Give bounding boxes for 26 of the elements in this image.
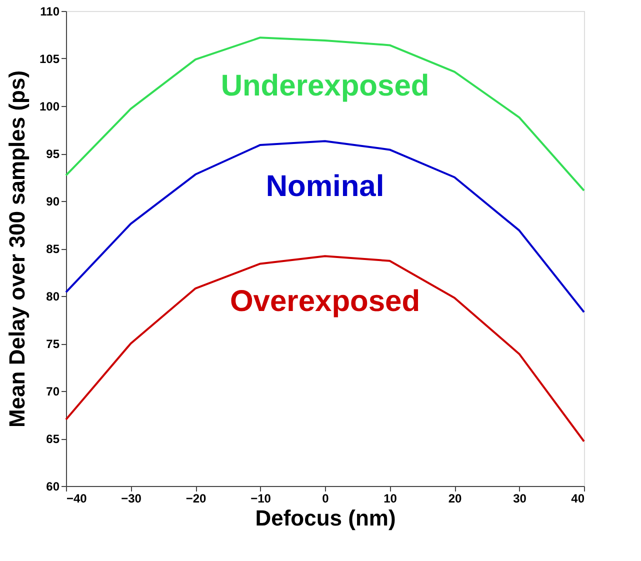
x-tick-label: 30 [513, 492, 527, 506]
line-series [65, 255, 585, 442]
x-tick-label: 20 [448, 492, 462, 506]
y-tick-label: 75 [46, 337, 60, 351]
y-tick-label: 105 [39, 52, 60, 66]
y-tick-label: 100 [39, 100, 60, 114]
series-label: Nominal [266, 170, 384, 204]
y-tick-label: 110 [40, 4, 60, 18]
y-tick-label: 85 [46, 242, 60, 256]
y-tick-label: 90 [46, 194, 60, 208]
x-tick-label: 0 [322, 492, 330, 506]
x-tick-label: −20 [186, 492, 206, 506]
y-tick-label: 65 [46, 432, 60, 446]
x-axis-title: Defocus (nm) [255, 506, 396, 530]
y-tick-label: 80 [46, 290, 60, 304]
y-tick-label: 70 [46, 384, 60, 398]
y-tick-label: 60 [46, 480, 60, 494]
y-tick-label: 95 [46, 147, 60, 161]
x-tick-label: −30 [121, 492, 142, 506]
x-tick-label: 10 [384, 492, 398, 506]
x-tick-label: −10 [250, 492, 272, 506]
x-tick-label: −40 [66, 492, 88, 506]
series-label: Overexposed [230, 285, 420, 318]
y-axis-title: Mean Delay over 300 samples (ps) [4, 70, 30, 428]
x-tick-label: 40 [571, 492, 585, 506]
series-label: Underexposed [220, 69, 430, 102]
